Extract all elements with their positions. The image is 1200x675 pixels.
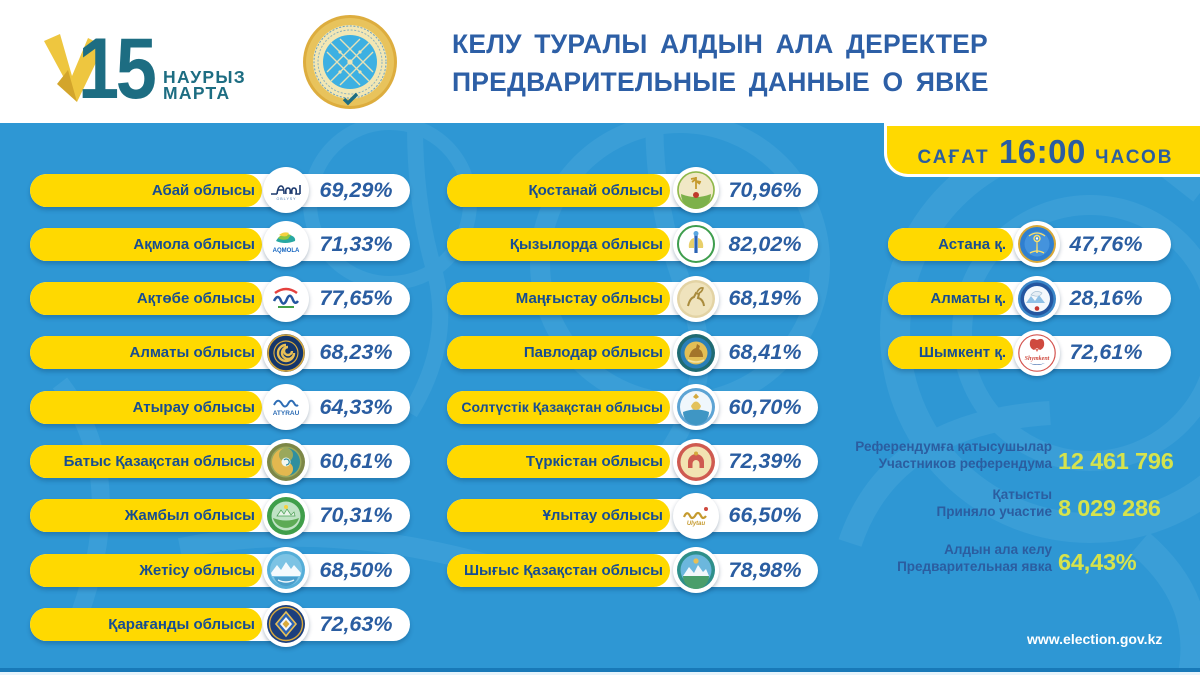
svg-text:Ulytau: Ulytau bbox=[687, 521, 706, 527]
svg-text:O B L Y S Y: O B L Y S Y bbox=[276, 197, 296, 201]
svg-text:Shymkent: Shymkent bbox=[1025, 356, 1050, 362]
svg-text:AQMOLA: AQMOLA bbox=[273, 248, 300, 254]
svg-text:ATYRAU: ATYRAU bbox=[273, 410, 300, 417]
